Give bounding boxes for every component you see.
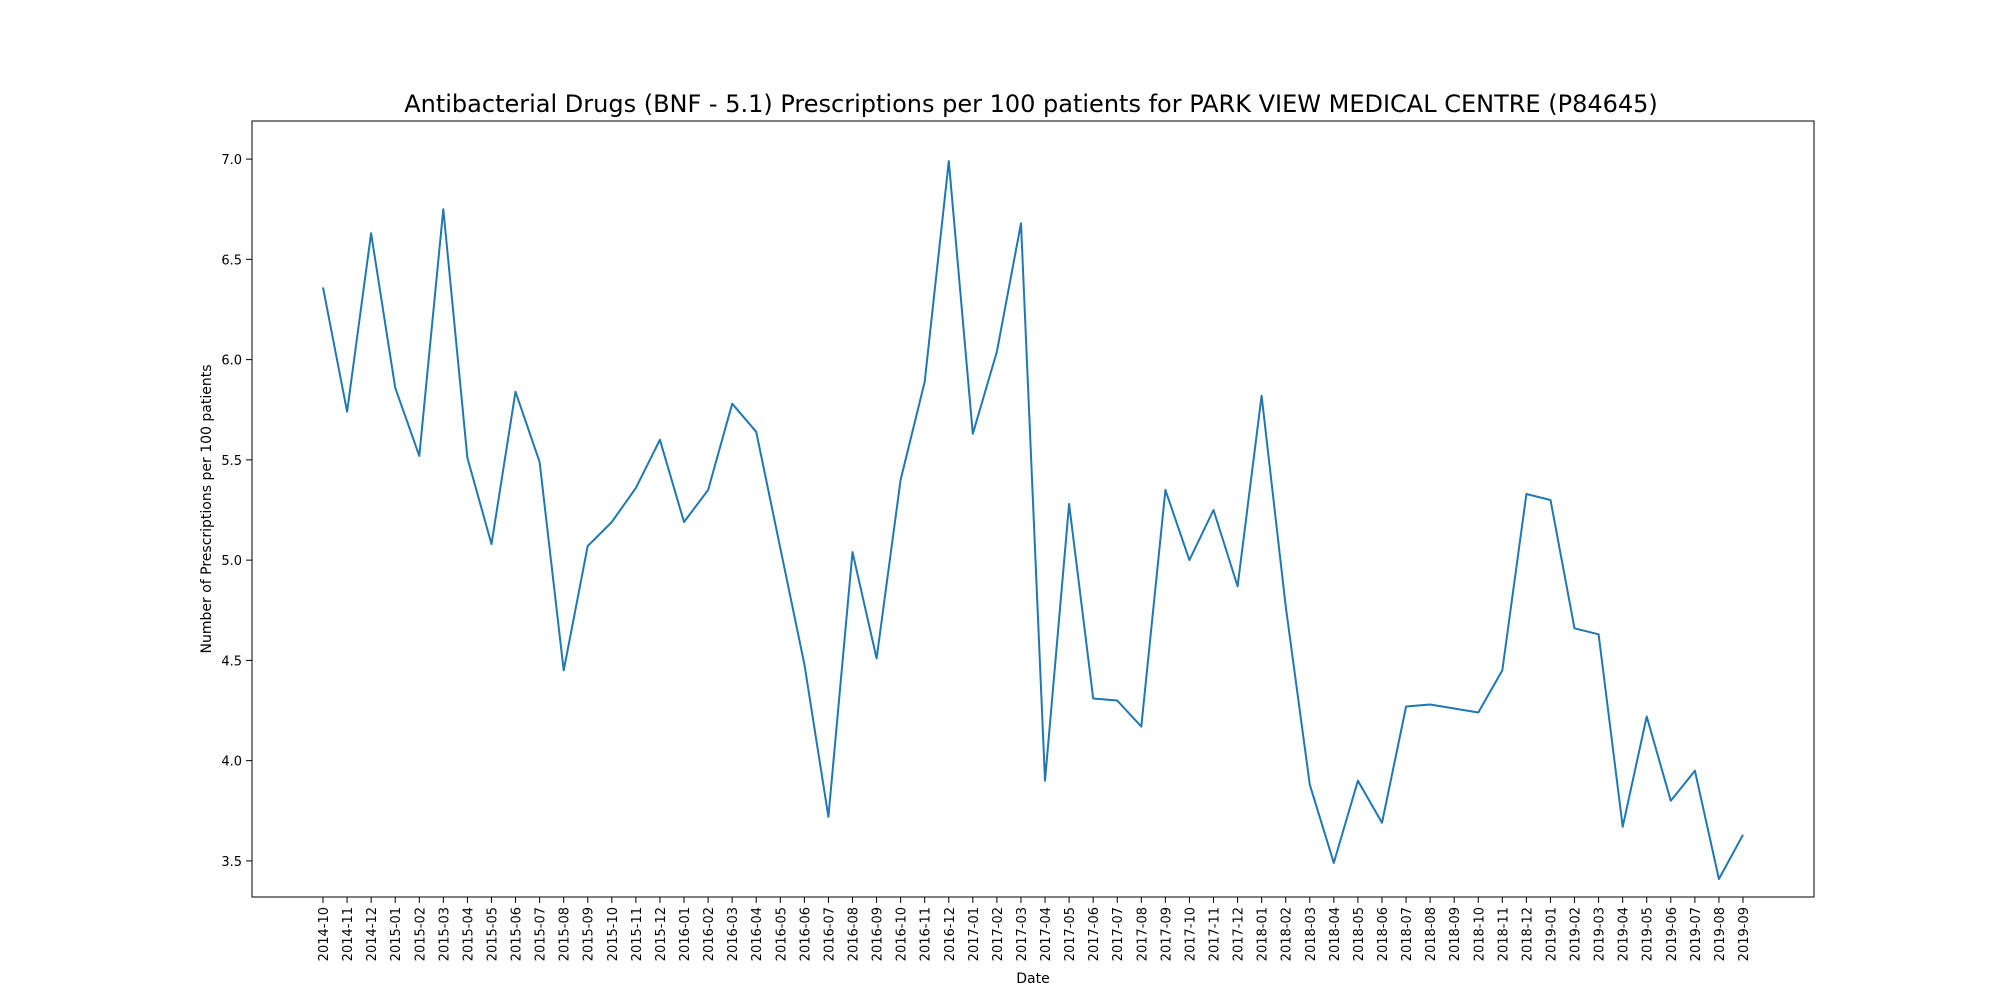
x-tick-label: 2015-05 — [485, 907, 500, 961]
x-tick-label: 2017-11 — [1208, 907, 1223, 961]
x-tick-label: 2016-12 — [943, 907, 958, 961]
x-tick-label: 2018-09 — [1448, 907, 1463, 961]
x-tick-label: 2015-09 — [582, 907, 597, 961]
x-tick-label: 2014-10 — [317, 907, 332, 961]
x-tick-label: 2017-01 — [967, 907, 982, 961]
x-tick-label: 2016-07 — [822, 907, 837, 961]
x-tick-label: 2015-10 — [606, 907, 621, 961]
y-tick-label: 7.0 — [221, 153, 242, 168]
chart-title: Antibacterial Drugs (BNF - 5.1) Prescrip… — [404, 90, 1658, 118]
x-tick-label: 2015-04 — [461, 907, 476, 961]
x-tick-label: 2018-04 — [1328, 907, 1343, 961]
x-axis-title: Date — [1016, 971, 1049, 987]
x-tick-label: 2019-04 — [1617, 907, 1632, 961]
y-axis-title: Number of Prescriptions per 100 patients — [199, 365, 215, 654]
x-tick-label: 2019-07 — [1689, 907, 1704, 961]
x-tick-label: 2016-04 — [750, 907, 765, 961]
plot-frame — [251, 120, 1815, 898]
x-tick-label: 2015-06 — [510, 907, 525, 961]
y-tick-label: 4.5 — [221, 654, 242, 669]
x-tick-label: 2017-09 — [1159, 907, 1174, 961]
x-tick-label: 2018-03 — [1304, 907, 1319, 961]
y-tick-label: 5.5 — [221, 454, 242, 469]
x-tick-label: 2015-11 — [630, 907, 645, 961]
x-tick-label: 2017-03 — [1015, 907, 1030, 961]
x-tick-label: 2017-04 — [1039, 907, 1054, 961]
x-tick-label: 2019-08 — [1713, 907, 1728, 961]
y-tick-label: 4.0 — [221, 755, 242, 770]
x-tick-label: 2016-02 — [702, 907, 717, 961]
x-tick-label: 2017-02 — [991, 907, 1006, 961]
x-tick-label: 2019-06 — [1665, 907, 1680, 961]
x-tick-label: 2016-11 — [919, 907, 934, 961]
x-tick-label: 2014-11 — [341, 907, 356, 961]
x-tick-label: 2019-02 — [1569, 907, 1584, 961]
y-tick-label: 5.0 — [221, 554, 242, 569]
x-tick-label: 2014-12 — [365, 907, 380, 961]
x-tick-label: 2019-01 — [1544, 907, 1559, 961]
x-axis: 2014-10 2014-11 2014-12 2015-01 2015-02 2015-… — [317, 897, 1752, 961]
x-tick-label: 2019-05 — [1641, 907, 1656, 961]
x-tick-label: 2015-08 — [558, 907, 573, 961]
x-tick-label: 2018-12 — [1520, 907, 1535, 961]
x-tick-label: 2018-07 — [1400, 907, 1415, 961]
series-line — [322, 160, 1744, 880]
x-tick-label: 2019-09 — [1737, 907, 1752, 961]
x-tick-label: 2018-10 — [1472, 907, 1487, 961]
x-tick-label: 2018-02 — [1280, 907, 1295, 961]
x-tick-label: 2016-05 — [774, 907, 789, 961]
x-tick-label: 2017-07 — [1111, 907, 1126, 961]
x-tick-label: 2016-08 — [846, 907, 861, 961]
x-tick-label: 2016-10 — [895, 907, 910, 961]
x-tick-label: 2015-07 — [534, 907, 549, 961]
x-tick-label: 2017-06 — [1087, 907, 1102, 961]
x-tick-label: 2017-10 — [1183, 907, 1198, 961]
x-tick-label: 2017-05 — [1063, 907, 1078, 961]
x-tick-label: 2015-02 — [413, 907, 428, 961]
x-tick-label: 2015-12 — [654, 907, 669, 961]
x-tick-label: 2017-08 — [1135, 907, 1150, 961]
x-tick-label: 2018-08 — [1424, 907, 1439, 961]
x-tick-label: 2018-06 — [1376, 907, 1391, 961]
y-axis: 3.5 4.0 4.5 5.0 5.5 6.0 6.5 7.0 — [221, 153, 252, 870]
x-tick-label: 2017-12 — [1232, 907, 1247, 961]
x-tick-label: 2018-01 — [1256, 907, 1271, 961]
x-tick-label: 2019-03 — [1593, 907, 1608, 961]
x-tick-label: 2016-06 — [798, 907, 813, 961]
x-tick-label: 2016-03 — [726, 907, 741, 961]
x-tick-label: 2015-03 — [437, 907, 452, 961]
y-tick-label: 6.0 — [221, 354, 242, 369]
y-tick-label: 3.5 — [221, 855, 242, 870]
x-tick-label: 2016-09 — [871, 907, 886, 961]
x-tick-label: 2016-01 — [678, 907, 693, 961]
y-tick-label: 6.5 — [221, 253, 242, 268]
x-tick-label: 2015-01 — [389, 907, 404, 961]
x-tick-label: 2018-11 — [1496, 907, 1511, 961]
x-tick-label: 2018-05 — [1352, 907, 1367, 961]
